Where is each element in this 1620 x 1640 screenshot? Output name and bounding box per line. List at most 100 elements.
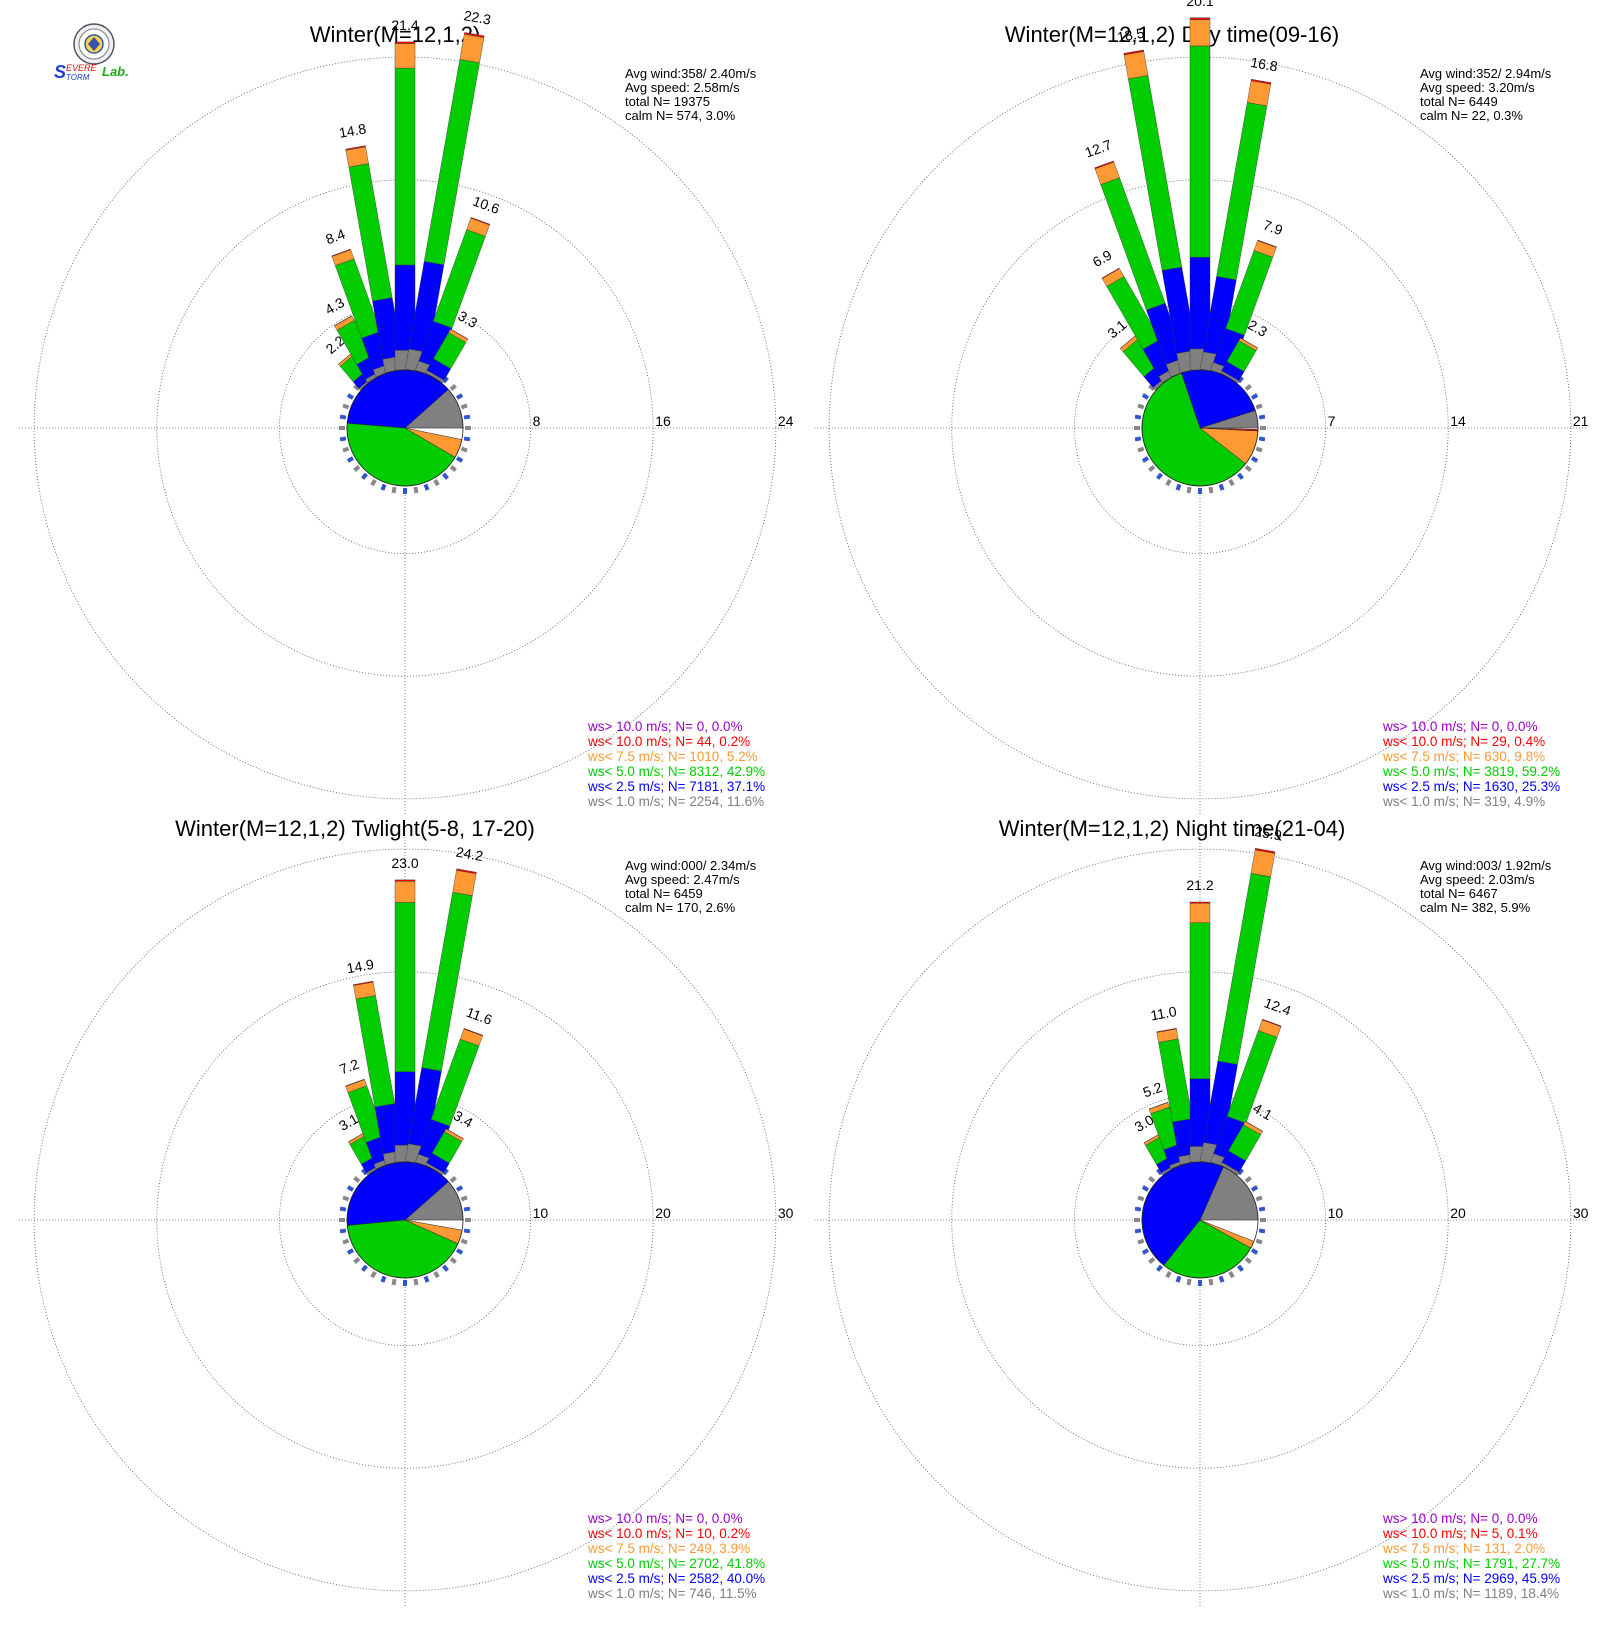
- petal-segment: [1247, 80, 1272, 107]
- petal-segment: [1240, 337, 1259, 349]
- legend-entry: ws< 5.0 m/s; N= 2702, 41.8%: [587, 1556, 765, 1571]
- petal-segment: [394, 41, 416, 44]
- petal-segment: [394, 881, 416, 903]
- ring-tick-label: 8: [533, 413, 541, 429]
- legend-entry: ws< 1.0 m/s; N= 319, 4.9%: [1382, 794, 1545, 809]
- minor-petal: [361, 1168, 368, 1176]
- minor-petal: [370, 478, 377, 487]
- minor-petal: [1156, 1264, 1163, 1272]
- minor-petal: [1134, 414, 1142, 420]
- petal-value-label: 14.8: [338, 120, 368, 141]
- minor-petal: [361, 472, 368, 480]
- minor-petal: [460, 403, 468, 410]
- minor-petal: [1244, 1176, 1252, 1183]
- petal-segment: [345, 145, 366, 151]
- minor-petal: [353, 1176, 361, 1183]
- petal-segment: [1189, 19, 1211, 47]
- pie-outline: [1141, 369, 1259, 487]
- range-ring: [33, 848, 777, 1592]
- minor-petal: [1137, 1195, 1145, 1202]
- minor-petal: [1148, 1257, 1156, 1264]
- petal-segment: [1250, 78, 1272, 85]
- minor-petal: [1141, 456, 1150, 463]
- legend-entry: ws> 10.0 m/s; N= 0, 0.0%: [1382, 1511, 1538, 1526]
- petal-segment: [353, 980, 374, 986]
- petal-segment: [1148, 1101, 1169, 1110]
- petal-segment: [1123, 51, 1149, 80]
- legend-entry: ws> 10.0 m/s; N= 0, 0.0%: [1382, 719, 1538, 734]
- severe-storm-lab-logo: S EVERE TORM Lab.: [52, 22, 142, 86]
- stats-calm: calm N= 382, 5.9%: [1420, 900, 1531, 915]
- petal-value-label: 20.1: [1186, 0, 1213, 9]
- petal-value-label: 4.3: [322, 294, 347, 318]
- minor-petal: [460, 446, 468, 453]
- minor-petal: [346, 456, 355, 463]
- petal-value-label: 23.0: [391, 855, 418, 871]
- minor-petal: [1175, 483, 1182, 491]
- chart-title: Winter(M=12,1,2) Day time(09-16): [1005, 22, 1339, 47]
- minor-petal: [1258, 414, 1266, 420]
- minor-petal: [1137, 403, 1145, 410]
- stats-calm: calm N= 170, 2.6%: [625, 900, 736, 915]
- minor-petal: [1141, 1248, 1150, 1255]
- ring-tick-label: 20: [655, 1205, 671, 1221]
- stats-avg-wind: Avg wind:352/ 2.94m/s: [1420, 66, 1552, 81]
- petal-value-label: 3.3: [455, 307, 480, 331]
- minor-petal: [442, 472, 449, 480]
- petal-segment: [1189, 922, 1211, 1079]
- minor-petal: [463, 1228, 471, 1234]
- minor-petal: [1237, 1168, 1244, 1176]
- stats-calm: calm N= 574, 3.0%: [625, 108, 736, 123]
- stats-total: total N= 6467: [1420, 886, 1498, 901]
- legend-entry: ws< 10.0 m/s; N= 29, 0.4%: [1382, 734, 1545, 749]
- petal-value-label: 5.2: [1141, 1079, 1165, 1101]
- legend-entry: ws< 2.5 m/s; N= 1630, 25.3%: [1382, 779, 1560, 794]
- legend-entry: ws< 2.5 m/s; N= 2969, 45.9%: [1382, 1571, 1560, 1586]
- minor-petal: [463, 414, 471, 420]
- minor-petal: [1156, 472, 1163, 480]
- minor-petal: [1218, 1275, 1225, 1283]
- minor-petal: [1258, 436, 1266, 442]
- minor-petal: [353, 1257, 361, 1264]
- petal-segment: [456, 868, 477, 874]
- minor-petal: [460, 1238, 468, 1245]
- wind-rose-panel-4: Winter(M=12,1,2) Night time(21-04) 10 20 30…: [814, 816, 1589, 1606]
- minor-petal: [1208, 1278, 1214, 1286]
- minor-petal: [339, 436, 347, 442]
- minor-petal: [342, 1195, 350, 1202]
- petal-value-label: 7.9: [1261, 217, 1285, 239]
- petal-segment: [1189, 903, 1211, 923]
- minor-petal: [1186, 486, 1192, 494]
- wind-rose-panel-2: Winter(M=12,1,2) Day time(09-16) 7 14 21 3.1…: [814, 0, 1589, 814]
- petal-segment: [394, 43, 416, 69]
- minor-petal: [1244, 1257, 1252, 1264]
- petal-segment: [445, 1128, 464, 1140]
- minor-petal: [1255, 1238, 1263, 1245]
- legend-entry: ws< 5.0 m/s; N= 1791, 27.7%: [1382, 1556, 1560, 1571]
- minor-petal: [339, 414, 347, 420]
- legend-entry: ws< 5.0 m/s; N= 8312, 42.9%: [587, 764, 765, 779]
- logo-torm-text: TORM: [66, 73, 90, 82]
- minor-petal: [339, 1228, 347, 1234]
- ring-tick-label: 21: [1573, 413, 1589, 429]
- ring-tick-label: 16: [655, 413, 671, 429]
- minor-petal: [449, 1176, 457, 1183]
- pie-outline: [346, 1161, 464, 1279]
- chart-title: Winter(M=12,1,2) Night time(21-04): [999, 816, 1346, 841]
- petal-segment: [394, 67, 416, 266]
- minor-petal: [1141, 393, 1150, 400]
- minor-petal: [1137, 446, 1145, 453]
- petal-segment: [464, 32, 485, 38]
- petal-value-label: 25.9: [1253, 823, 1283, 844]
- minor-petal: [463, 1206, 471, 1212]
- minor-petal: [391, 486, 397, 494]
- petal-value-label: 8.4: [323, 226, 347, 248]
- stats-avg-speed: Avg speed: 3.20m/s: [1420, 80, 1535, 95]
- wind-rose-panel-1: Winter(M=12,1,2)8 16 242.24.38.414.821.4 22…: [19, 7, 794, 814]
- petal-value-label: 12.4: [1262, 994, 1293, 1018]
- petal-value-label: 22.3: [463, 7, 493, 28]
- stats-total: total N= 19375: [625, 94, 710, 109]
- petal-segment: [1156, 1028, 1177, 1033]
- petal-segment: [459, 33, 485, 64]
- stats-avg-speed: Avg speed: 2.03m/s: [1420, 872, 1535, 887]
